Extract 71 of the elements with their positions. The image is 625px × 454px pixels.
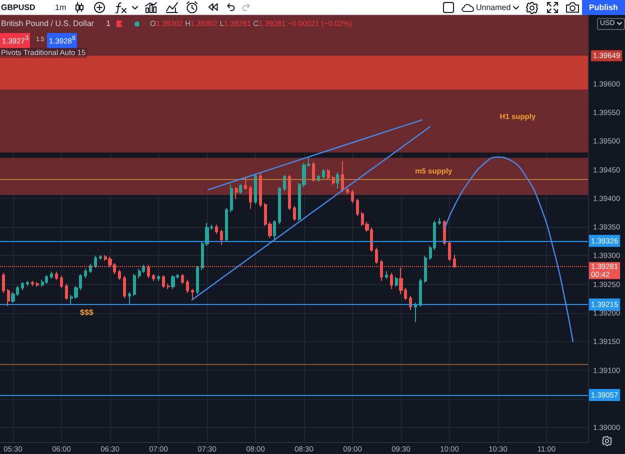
candlestick [351,189,354,204]
candlestick [341,160,344,193]
candlestick [65,283,68,300]
candlestick [7,288,10,307]
candlestick [288,174,291,210]
candlestick [123,275,126,299]
candlestick [322,168,325,180]
chart-subtitle: 1 [106,19,110,29]
text: Publish [582,0,625,15]
text: 1m [55,3,66,13]
candlestick [448,240,451,262]
candlestick [254,173,257,205]
candlestick [196,266,199,295]
candlestick [239,184,242,194]
candlestick [409,295,412,311]
candlestick [21,282,24,291]
candlestick [312,161,315,182]
candlestick [259,172,262,208]
candlestick [273,220,276,240]
candlestick [167,283,170,290]
candlestick [390,272,393,290]
candlestick [385,270,388,280]
candlestick [220,229,223,246]
candlestick [60,275,63,288]
candlestick [133,274,136,296]
candlestick [50,271,53,280]
candlestick [2,272,5,294]
candlestick [235,186,238,200]
candlestick [55,271,58,280]
candlestick [191,288,194,300]
candlestick [152,274,155,282]
chart-title: British Pound / U.S. Dollar [1,19,94,29]
candlestick [438,217,441,226]
candlestick [157,274,160,282]
candlestick [138,268,141,279]
candlestick [293,205,296,222]
candlestick [327,168,330,181]
candlestick [128,291,131,304]
candlestick [45,274,48,284]
candlestick [346,188,349,194]
candlestick [230,184,233,213]
candlestick [443,220,446,246]
text: GBPUSD [1,3,36,13]
candlestick [336,172,339,190]
candlestick [419,278,422,308]
candlestick [215,224,218,234]
candlestick [395,276,398,288]
candlestick [356,198,359,217]
candlestick [41,279,44,288]
candlestick [414,302,417,323]
annotation: $$$ [80,308,94,318]
candlestick [171,274,175,290]
candlestick [89,263,92,274]
candlestick [186,279,189,294]
candlestick [99,254,102,260]
candlestick [424,255,427,284]
candlestick [84,268,87,279]
candlestick [283,174,286,192]
candlestick [26,280,29,287]
candlestick [118,270,121,280]
text: Unnamed [476,3,511,13]
candlestick [181,274,184,284]
candlestick [36,282,39,288]
candlestick [375,247,378,264]
candlestick [225,208,228,242]
candlestick [249,185,252,210]
candlestick [94,255,97,268]
candlestick [244,177,247,190]
candlestick [278,186,281,225]
candlestick [31,280,34,287]
candlestick [162,274,165,288]
